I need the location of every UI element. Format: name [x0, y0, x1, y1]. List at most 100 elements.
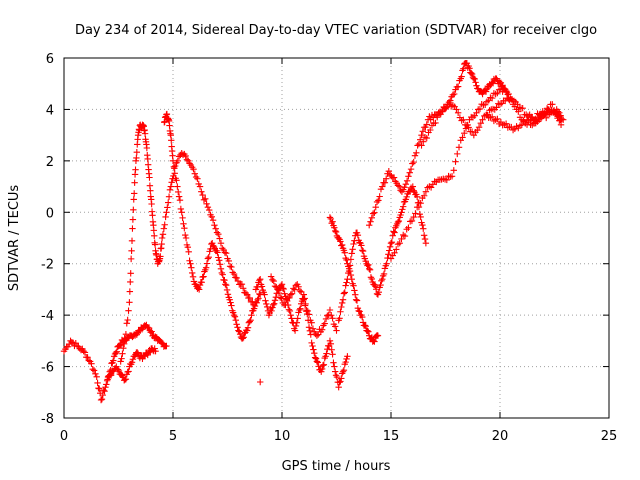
data-point — [301, 302, 309, 309]
data-point — [151, 241, 159, 248]
data-point — [331, 363, 338, 370]
x-tick-label: 10 — [274, 429, 291, 444]
data-point — [304, 307, 311, 315]
data-point — [383, 260, 390, 267]
data-point — [458, 73, 465, 80]
data-point — [488, 94, 496, 102]
data-point — [366, 221, 373, 229]
data-point — [141, 130, 149, 137]
data-point — [423, 134, 430, 142]
data-point — [182, 152, 189, 160]
data-point — [243, 327, 251, 334]
data-point — [279, 285, 287, 292]
data-point — [330, 359, 337, 366]
data-point — [198, 188, 205, 195]
data-point — [152, 347, 159, 355]
data-point — [208, 213, 216, 220]
data-point — [322, 315, 330, 323]
data-point — [129, 216, 137, 223]
data-point — [308, 339, 315, 347]
data-point — [475, 123, 483, 131]
data-point — [328, 312, 335, 319]
data-point — [134, 349, 141, 356]
data-point — [96, 385, 103, 392]
series-track-g — [335, 183, 430, 324]
data-point — [261, 291, 268, 298]
data-point — [454, 109, 462, 117]
data-point — [102, 383, 109, 391]
data-point — [333, 327, 340, 334]
data-point — [253, 299, 260, 307]
data-point — [175, 188, 182, 196]
data-point — [422, 123, 429, 131]
data-point — [412, 210, 419, 217]
data-point — [222, 250, 230, 257]
data-point — [405, 224, 412, 231]
data-point — [488, 113, 496, 120]
data-point — [332, 228, 340, 236]
data-point — [124, 316, 131, 324]
data-point — [374, 332, 382, 339]
data-point — [233, 321, 240, 328]
y-tick-label: 0 — [46, 206, 54, 221]
y-tick-label: 4 — [46, 103, 54, 118]
data-point — [427, 126, 434, 134]
data-point — [224, 291, 232, 298]
data-point — [148, 200, 155, 208]
data-point — [355, 307, 362, 315]
data-point — [300, 296, 307, 303]
data-point — [119, 350, 126, 357]
data-point — [228, 302, 235, 309]
data-point — [233, 274, 240, 282]
data-point — [303, 306, 310, 314]
data-point — [371, 281, 378, 289]
data-point — [471, 75, 478, 83]
data-point — [312, 355, 320, 362]
data-point — [309, 342, 316, 350]
data-point — [418, 131, 425, 139]
data-point — [288, 315, 295, 322]
data-point — [175, 153, 183, 160]
data-point — [410, 213, 417, 221]
data-point — [274, 286, 281, 293]
data-point — [213, 229, 221, 236]
data-point — [199, 191, 206, 199]
data-point — [234, 324, 241, 331]
data-point — [421, 235, 429, 243]
data-point — [268, 307, 275, 315]
data-point — [277, 294, 284, 301]
x-axis-label: GPS time / hours — [282, 459, 391, 474]
data-point — [348, 250, 355, 257]
data-point — [466, 65, 473, 72]
data-point — [246, 318, 253, 325]
data-point — [296, 287, 304, 295]
data-point — [405, 173, 412, 180]
data-point — [315, 363, 322, 370]
data-point — [336, 379, 343, 386]
data-point — [270, 301, 277, 309]
data-point — [390, 174, 398, 181]
data-point — [311, 349, 318, 357]
data-point — [502, 87, 510, 95]
data-point — [217, 239, 225, 247]
data-point — [159, 231, 167, 238]
data-point — [549, 101, 556, 108]
data-point — [413, 203, 421, 211]
data-point — [432, 119, 439, 127]
data-point — [285, 306, 293, 313]
data-point — [341, 249, 348, 256]
data-point — [398, 209, 405, 216]
data-point — [557, 116, 565, 123]
data-point — [72, 340, 79, 347]
data-point — [117, 341, 125, 349]
data-point — [472, 79, 479, 86]
data-point — [494, 89, 501, 97]
data-point — [394, 218, 402, 226]
data-point — [225, 257, 233, 265]
data-point — [286, 294, 293, 301]
data-point — [97, 396, 105, 404]
data-point — [240, 334, 247, 341]
data-point — [372, 282, 379, 290]
data-point — [459, 134, 466, 141]
